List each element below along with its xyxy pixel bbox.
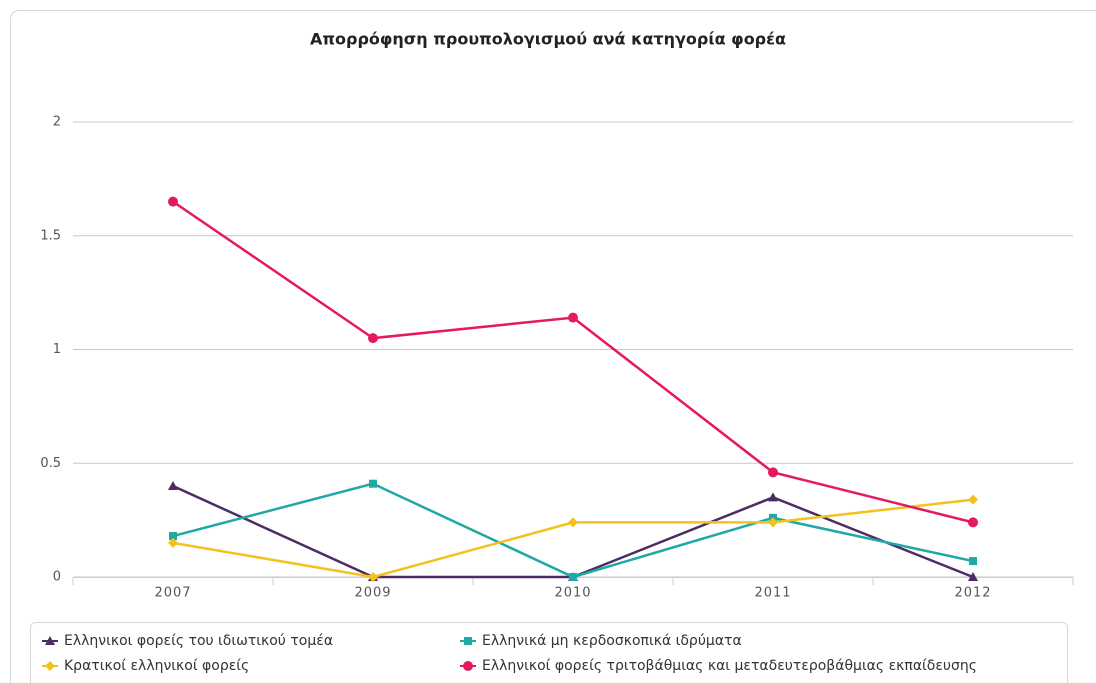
legend-label: Ελληνικοι φορείς του ιδιωτικού τομέα (64, 633, 333, 649)
legend-marker (464, 637, 472, 645)
y-tick-label: 0.5 (40, 456, 61, 471)
point-marker (369, 479, 377, 488)
point-marker (168, 481, 178, 490)
point-marker (968, 517, 978, 528)
y-tick-label: 1.5 (40, 228, 61, 243)
legend-label: Ελληνικοί φορείς τριτοβάθμιας και μεταδε… (482, 658, 977, 674)
point-marker (568, 312, 578, 323)
x-tick-label: 2012 (954, 586, 991, 601)
legend-marker (45, 636, 55, 645)
point-marker (169, 532, 177, 541)
point-marker (969, 557, 977, 566)
legend-marker (45, 661, 55, 671)
point-marker (568, 517, 578, 528)
point-marker (768, 517, 778, 528)
x-tick-label: 2007 (154, 586, 191, 601)
point-marker (368, 572, 378, 582)
x-tick-label: 2010 (554, 586, 591, 601)
point-marker (768, 467, 778, 478)
x-tick-label: 2009 (354, 586, 391, 601)
series-line (172, 200, 974, 524)
point-marker (168, 196, 178, 207)
point-marker (168, 537, 178, 548)
legend-marker (463, 661, 473, 671)
y-tick-label: 1 (53, 342, 61, 357)
y-tick-label: 0 (53, 570, 61, 585)
y-tick-label: 2 (53, 115, 61, 130)
point-marker (368, 333, 378, 344)
legend-box (30, 622, 1068, 683)
series-line (172, 498, 974, 579)
chart-border (10, 10, 1096, 683)
legend-label: Κρατικοί ελληνικοί φορείς (64, 658, 249, 674)
point-marker (968, 494, 978, 505)
point-marker (968, 572, 978, 581)
x-tick-label: 2011 (754, 586, 791, 601)
legend-label: Ελληνικά μη κερδοσκοπικά ιδρύματα (482, 633, 742, 649)
chart-title: Απορρόφηση προυπολογισμού ανά κατηγορία … (310, 30, 786, 49)
point-marker (569, 573, 577, 581)
point-marker (768, 492, 778, 502)
